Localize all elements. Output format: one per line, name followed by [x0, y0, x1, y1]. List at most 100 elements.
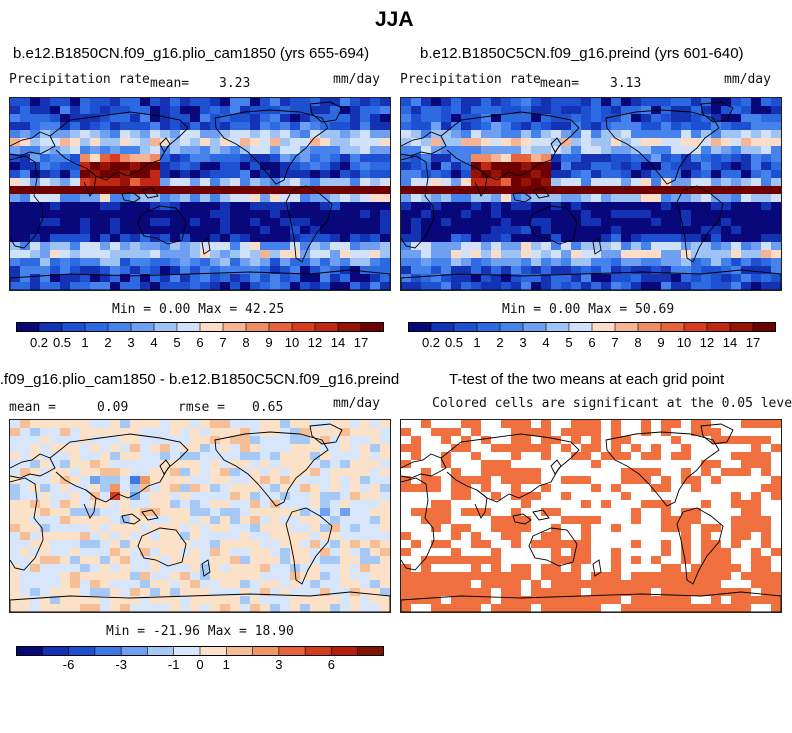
map-cell	[70, 500, 81, 509]
map-cell	[200, 178, 211, 187]
map-cell	[320, 106, 331, 115]
map-cell	[370, 596, 381, 605]
map-cell	[130, 564, 141, 573]
map-cell	[320, 596, 331, 605]
significant-cell	[751, 548, 761, 556]
significant-cell	[741, 468, 751, 476]
significant-cell	[561, 428, 571, 436]
map-cell	[421, 170, 432, 179]
map-cell	[721, 178, 732, 187]
map-cell	[150, 444, 161, 453]
map-cell	[50, 580, 61, 589]
map-cell	[220, 250, 231, 259]
significant-cell	[571, 452, 581, 460]
significant-cell	[541, 596, 551, 604]
map-cell	[691, 282, 702, 290]
map-cell	[150, 452, 161, 461]
map-cell	[340, 114, 351, 123]
map-cell	[721, 274, 732, 283]
significant-cell	[741, 460, 751, 468]
map-cell	[100, 170, 111, 179]
map-cell	[350, 516, 361, 525]
map-cell	[481, 138, 492, 147]
map-cell	[741, 218, 752, 227]
map-cell	[340, 484, 351, 493]
map-cell	[771, 162, 781, 171]
map-cell	[140, 548, 151, 557]
map-cell	[541, 138, 552, 147]
map-cell	[641, 186, 652, 195]
map-cell	[761, 218, 772, 227]
map-cell	[461, 178, 472, 187]
map-cell	[521, 194, 532, 203]
significant-cell	[661, 508, 671, 516]
map-cell	[681, 258, 692, 267]
map-cell	[190, 98, 201, 107]
map-cell	[411, 250, 422, 259]
map-cell	[591, 242, 602, 251]
map-cell	[180, 186, 191, 195]
map-cell	[340, 218, 351, 227]
coastline	[285, 507, 333, 585]
map-cell	[20, 130, 31, 139]
map-cell	[180, 604, 191, 612]
map-cell	[631, 186, 642, 195]
map-cell	[621, 194, 632, 203]
map-cell	[661, 154, 672, 163]
map-cell	[711, 234, 722, 243]
map-cell	[260, 524, 271, 533]
significant-cell	[551, 596, 561, 604]
map-cell	[10, 572, 21, 581]
map-cell	[200, 98, 211, 107]
map-cell	[411, 274, 422, 283]
map-cell	[180, 564, 191, 573]
significant-cell	[621, 492, 631, 500]
colorbar-swatch	[315, 322, 339, 332]
map-cell	[290, 146, 301, 155]
significant-cell	[621, 436, 631, 444]
map-cell	[501, 266, 512, 275]
map-cell	[370, 516, 381, 525]
map-cell	[30, 154, 41, 163]
map-cell	[270, 266, 281, 275]
map-cell	[501, 210, 512, 219]
map-cell	[30, 476, 41, 485]
map-cell	[571, 146, 582, 155]
map-cell	[180, 428, 191, 437]
map-cell	[230, 154, 241, 163]
map-cell	[631, 242, 642, 251]
map-cell	[60, 218, 71, 227]
map-cell	[290, 460, 301, 469]
map-cell	[260, 460, 271, 469]
map-cell	[360, 178, 371, 187]
map-cell	[350, 564, 361, 573]
map-cell	[250, 106, 261, 115]
significant-cell	[641, 468, 651, 476]
map-cell	[511, 266, 522, 275]
map-cell	[230, 452, 241, 461]
map-cell	[140, 170, 151, 179]
significant-cell	[541, 572, 551, 580]
map-cell	[170, 564, 181, 573]
map-cell	[741, 186, 752, 195]
map-cell	[531, 226, 542, 235]
map-cell	[90, 508, 101, 517]
map-cell	[200, 162, 211, 171]
map-cell	[210, 138, 221, 147]
map-cell	[170, 218, 181, 227]
map-cell	[60, 516, 71, 525]
map-cell	[511, 178, 522, 187]
map-cell	[431, 98, 442, 107]
map-cell	[10, 580, 21, 589]
map-cell	[190, 178, 201, 187]
map-cell	[230, 234, 241, 243]
map-cell	[180, 484, 191, 493]
colorbar-tick-label: 14	[722, 335, 738, 350]
map-cell	[671, 266, 682, 275]
significant-cell	[501, 468, 511, 476]
map-cell	[591, 194, 602, 203]
map-cell	[250, 596, 261, 605]
map-cell	[220, 210, 231, 219]
map-cell	[120, 282, 131, 290]
map-cell	[230, 460, 241, 469]
